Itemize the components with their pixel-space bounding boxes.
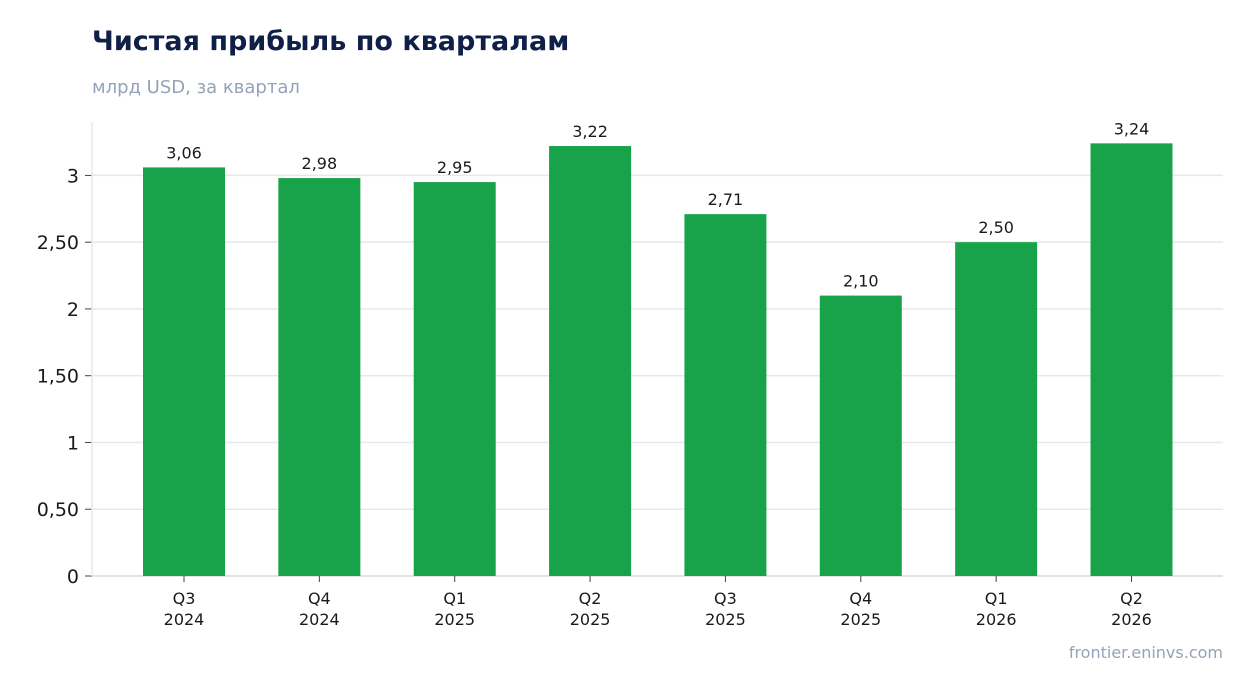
y-tick-label: 1 — [67, 432, 79, 454]
source-credit: frontier.eninvs.com — [1068, 643, 1223, 662]
bar — [413, 182, 496, 576]
bar — [143, 167, 225, 576]
chart-subtitle: млрд USD, за квартал — [92, 77, 300, 98]
x-tick-label: Q2 — [1120, 589, 1143, 608]
data-label: 2,10 — [843, 272, 879, 291]
y-tick-label: 0,50 — [37, 499, 79, 521]
data-label: 2,71 — [708, 190, 744, 209]
x-tick-label: 2025 — [434, 610, 475, 629]
x-tick-label: 2025 — [705, 610, 746, 629]
data-label: 2,50 — [978, 218, 1014, 237]
y-tick-label: 2,50 — [37, 232, 79, 254]
x-tick-label: 2025 — [570, 610, 611, 629]
x-tick-label: 2025 — [840, 610, 881, 629]
bar — [819, 295, 902, 576]
bar — [278, 178, 361, 577]
chart-title: Чистая прибыль по кварталам — [92, 26, 570, 57]
data-label: 2,95 — [437, 158, 473, 177]
x-tick-label: Q1 — [443, 589, 466, 608]
x-tick-label: Q4 — [849, 589, 872, 608]
bar — [955, 242, 1038, 577]
y-tick-label: 0 — [67, 566, 79, 588]
x-tick-label: Q2 — [579, 589, 602, 608]
x-tick-label: 2026 — [976, 610, 1017, 629]
data-label: 3,06 — [166, 143, 202, 162]
x-tick-label: 2026 — [1111, 610, 1152, 629]
data-label: 3,22 — [572, 122, 608, 141]
y-tick-label: 1,50 — [37, 366, 79, 388]
bar — [1090, 143, 1173, 577]
x-tick-label: 2024 — [299, 610, 340, 629]
x-tick-label: Q1 — [985, 589, 1008, 608]
y-tick-label: 3 — [67, 165, 79, 187]
x-tick-label: 2024 — [164, 610, 205, 629]
bar — [684, 214, 767, 576]
data-label: 3,24 — [1114, 119, 1150, 138]
x-tick-label: Q3 — [173, 589, 196, 608]
x-tick-label: Q4 — [308, 589, 331, 608]
x-tick-label: Q3 — [714, 589, 737, 608]
data-label: 2,98 — [302, 154, 338, 173]
bar — [549, 146, 632, 577]
y-tick-label: 2 — [67, 299, 79, 321]
